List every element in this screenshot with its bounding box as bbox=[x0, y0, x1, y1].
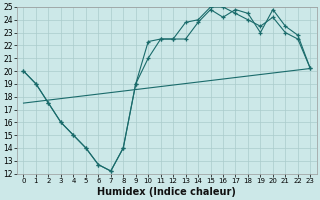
X-axis label: Humidex (Indice chaleur): Humidex (Indice chaleur) bbox=[98, 187, 236, 197]
